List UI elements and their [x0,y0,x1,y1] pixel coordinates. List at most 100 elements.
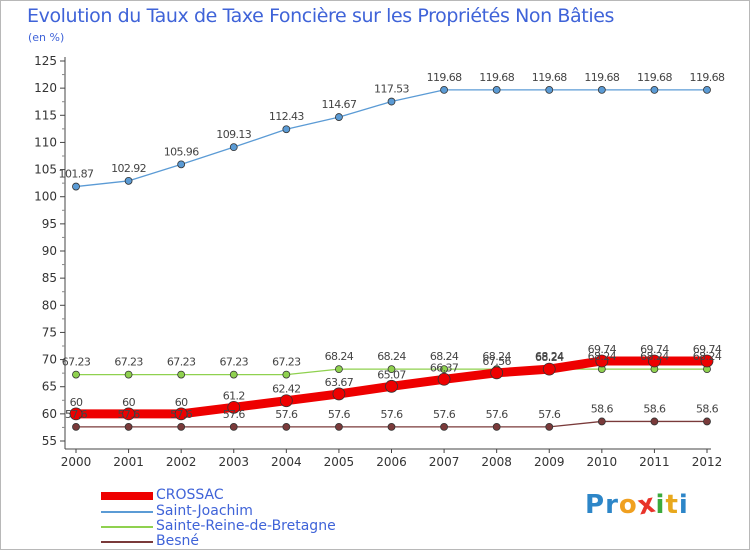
data-label: 65.07 [377,368,406,381]
x-tick-label: 2009 [534,455,565,469]
x-tick-label: 2007 [429,455,460,469]
data-label: 68.24 [588,350,617,363]
y-tick-label: 80 [42,298,57,312]
unit-label: (en %) [28,31,65,44]
y-tick-label: 100 [34,190,57,204]
data-point [124,422,133,431]
data-point [492,85,501,94]
legend-label: CROSSAC [156,487,224,503]
y-tick-label: 75 [42,325,57,339]
data-point [72,422,80,431]
data-label: 68.24 [430,350,459,363]
y-tick-label: 55 [42,434,57,448]
y-tick-label: 65 [42,380,57,394]
data-label: 68.24 [325,350,354,363]
data-label: 68.24 [693,350,722,363]
legend-swatch [101,541,153,543]
data-label: 68.24 [535,350,564,363]
data-point [124,176,133,185]
data-point [227,400,241,414]
x-tick-label: 2001 [113,455,144,469]
data-label: 57.6 [433,408,456,421]
x-tick-label: 2003 [218,455,249,469]
data-label: 68.24 [377,350,406,363]
x-tick-label: 2000 [61,455,92,469]
data-label: 67.23 [62,356,91,369]
data-point [490,366,504,380]
data-point [229,143,238,152]
data-point [650,417,659,426]
chart-title: Evolution du Taux de Taxe Foncière sur l… [27,5,615,27]
x-tick-label: 2010 [587,455,618,469]
data-label: 58.6 [643,402,666,415]
data-label: 57.6 [538,408,561,421]
data-label: 69.74 [693,343,722,356]
y-tick-label: 110 [34,135,57,149]
data-label: 57.6 [65,408,88,421]
data-point [335,422,343,431]
data-label: 57.6 [380,408,403,421]
data-point [440,85,448,94]
data-label: 109.13 [216,128,251,141]
x-tick-label: 2006 [376,455,407,469]
data-label: 60 [122,396,135,409]
data-point [385,379,398,393]
data-label: 58.6 [591,402,614,415]
data-point [387,365,396,374]
legend-label: Saint-Joachim [156,503,253,519]
data-point [177,370,186,379]
legend-swatch [101,511,153,513]
data-point [648,354,661,368]
y-tick-label: 120 [34,81,57,95]
data-point [124,370,133,379]
data-label: 63.67 [325,376,354,389]
data-point [229,370,238,379]
data-label: 105.96 [164,145,199,158]
data-point [440,365,448,374]
data-point [335,113,343,121]
data-label: 62.42 [272,383,301,396]
data-point [69,407,83,421]
data-point [282,422,291,431]
logo-letter: i [655,490,666,520]
legend-label: Sainte-Reine-de-Bretagne [156,518,336,534]
data-label: 67.23 [114,356,143,369]
data-point [282,125,291,134]
data-label: 119.68 [427,71,462,84]
legend-label: Besné [156,533,199,549]
logo-letter: P [585,490,606,520]
data-label: 60 [175,396,188,409]
data-point [597,85,606,94]
data-label: 60 [70,396,83,409]
data-point [229,422,238,431]
y-tick-label: 105 [34,163,57,177]
x-tick-label: 2008 [481,455,512,469]
data-point [545,422,554,431]
data-label: 119.68 [690,71,725,84]
data-label: 114.67 [321,98,356,111]
proxiti-logo: Proxiti [585,488,689,521]
logo-letter: t [665,490,679,520]
x-tick-label: 2005 [324,455,355,469]
data-label: 67.23 [272,356,301,369]
y-tick-label: 115 [34,108,57,122]
data-point [542,362,556,376]
data-label: 57.6 [170,408,193,421]
data-point [122,407,135,421]
y-tick-label: 95 [42,217,57,231]
data-label: 69.74 [588,343,617,356]
data-label: 57.6 [223,408,246,421]
data-point [597,417,606,426]
data-point [703,417,711,426]
data-label: 68.24 [640,350,669,363]
data-point [595,354,609,368]
data-label: 66.37 [430,361,459,374]
y-tick-label: 90 [42,244,57,258]
logo-letter: i [678,490,689,520]
data-point [174,407,188,421]
data-point [72,182,80,191]
data-point [387,422,396,431]
data-point [335,365,343,374]
